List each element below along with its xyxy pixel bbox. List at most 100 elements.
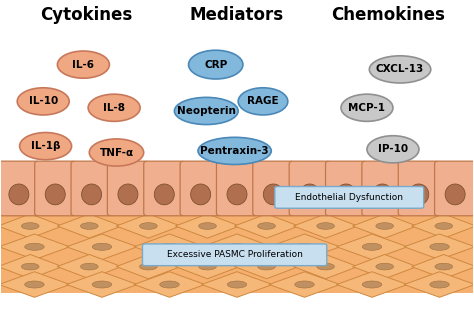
- Polygon shape: [293, 255, 358, 279]
- Ellipse shape: [160, 281, 179, 288]
- Ellipse shape: [199, 263, 216, 270]
- Ellipse shape: [295, 281, 314, 288]
- Ellipse shape: [191, 184, 210, 205]
- Ellipse shape: [264, 184, 283, 205]
- FancyBboxPatch shape: [108, 161, 148, 216]
- Ellipse shape: [21, 223, 39, 230]
- Polygon shape: [0, 234, 70, 260]
- Ellipse shape: [82, 184, 101, 205]
- Ellipse shape: [373, 184, 392, 205]
- Polygon shape: [0, 272, 70, 297]
- Polygon shape: [0, 214, 63, 238]
- Ellipse shape: [174, 97, 238, 125]
- Text: IL-10: IL-10: [28, 96, 58, 106]
- Ellipse shape: [160, 243, 179, 250]
- Ellipse shape: [362, 243, 382, 250]
- Text: CRP: CRP: [204, 60, 228, 70]
- Polygon shape: [337, 272, 408, 297]
- Ellipse shape: [88, 94, 140, 121]
- Polygon shape: [269, 272, 340, 297]
- Text: CXCL-13: CXCL-13: [376, 65, 424, 74]
- Ellipse shape: [295, 243, 314, 250]
- Ellipse shape: [369, 56, 431, 83]
- Text: Neopterin: Neopterin: [177, 106, 236, 116]
- FancyBboxPatch shape: [180, 161, 221, 216]
- Ellipse shape: [17, 88, 69, 115]
- FancyBboxPatch shape: [71, 161, 112, 216]
- Ellipse shape: [25, 243, 44, 250]
- Ellipse shape: [341, 94, 393, 121]
- Ellipse shape: [336, 184, 356, 205]
- Polygon shape: [201, 272, 273, 297]
- Polygon shape: [57, 214, 121, 238]
- Text: Mediators: Mediators: [190, 6, 284, 24]
- Ellipse shape: [227, 281, 247, 288]
- Ellipse shape: [227, 243, 247, 250]
- Text: Chemokines: Chemokines: [331, 6, 445, 24]
- Polygon shape: [269, 234, 340, 260]
- Ellipse shape: [317, 263, 335, 270]
- Text: Pentraxin-3: Pentraxin-3: [201, 146, 269, 156]
- Text: IL-8: IL-8: [103, 103, 125, 113]
- Ellipse shape: [21, 263, 39, 270]
- Polygon shape: [235, 255, 299, 279]
- FancyBboxPatch shape: [144, 161, 185, 216]
- Ellipse shape: [435, 223, 453, 230]
- Ellipse shape: [376, 263, 393, 270]
- FancyBboxPatch shape: [217, 161, 257, 216]
- Ellipse shape: [89, 139, 144, 166]
- Ellipse shape: [258, 263, 275, 270]
- Polygon shape: [134, 234, 205, 260]
- Ellipse shape: [57, 51, 109, 78]
- FancyBboxPatch shape: [253, 161, 294, 216]
- Ellipse shape: [445, 184, 465, 205]
- Polygon shape: [201, 234, 273, 260]
- Polygon shape: [175, 255, 239, 279]
- Text: IL-6: IL-6: [73, 60, 94, 70]
- Polygon shape: [404, 272, 474, 297]
- Ellipse shape: [409, 184, 429, 205]
- FancyBboxPatch shape: [326, 161, 366, 216]
- Polygon shape: [116, 214, 181, 238]
- FancyBboxPatch shape: [362, 161, 403, 216]
- Ellipse shape: [92, 243, 112, 250]
- Text: IP-10: IP-10: [378, 144, 408, 154]
- Ellipse shape: [367, 136, 419, 163]
- Ellipse shape: [430, 281, 449, 288]
- Ellipse shape: [238, 88, 288, 115]
- Ellipse shape: [189, 50, 243, 79]
- Polygon shape: [337, 234, 408, 260]
- Text: TNF-α: TNF-α: [100, 148, 134, 158]
- FancyBboxPatch shape: [435, 161, 474, 216]
- Ellipse shape: [81, 223, 98, 230]
- Polygon shape: [293, 214, 358, 238]
- Ellipse shape: [139, 263, 157, 270]
- Ellipse shape: [317, 223, 335, 230]
- Ellipse shape: [435, 263, 453, 270]
- Ellipse shape: [45, 184, 65, 205]
- Polygon shape: [411, 214, 474, 238]
- Ellipse shape: [19, 133, 72, 160]
- Ellipse shape: [198, 137, 271, 164]
- Polygon shape: [353, 214, 417, 238]
- FancyBboxPatch shape: [0, 161, 39, 216]
- Polygon shape: [404, 234, 474, 260]
- Text: RAGE: RAGE: [247, 96, 279, 106]
- Polygon shape: [175, 214, 239, 238]
- Text: Excessive PASMC Proliferation: Excessive PASMC Proliferation: [167, 250, 302, 259]
- FancyBboxPatch shape: [275, 187, 424, 208]
- Ellipse shape: [227, 184, 247, 205]
- Text: IL-1β: IL-1β: [31, 141, 60, 151]
- FancyBboxPatch shape: [398, 161, 439, 216]
- Polygon shape: [353, 255, 417, 279]
- FancyBboxPatch shape: [289, 161, 330, 216]
- Polygon shape: [0, 255, 63, 279]
- Text: Endothelial Dysfunction: Endothelial Dysfunction: [295, 193, 403, 202]
- Polygon shape: [134, 272, 205, 297]
- Ellipse shape: [300, 184, 319, 205]
- Ellipse shape: [118, 184, 138, 205]
- Text: Cytokines: Cytokines: [40, 6, 132, 24]
- Polygon shape: [411, 255, 474, 279]
- Ellipse shape: [25, 281, 44, 288]
- Polygon shape: [66, 272, 137, 297]
